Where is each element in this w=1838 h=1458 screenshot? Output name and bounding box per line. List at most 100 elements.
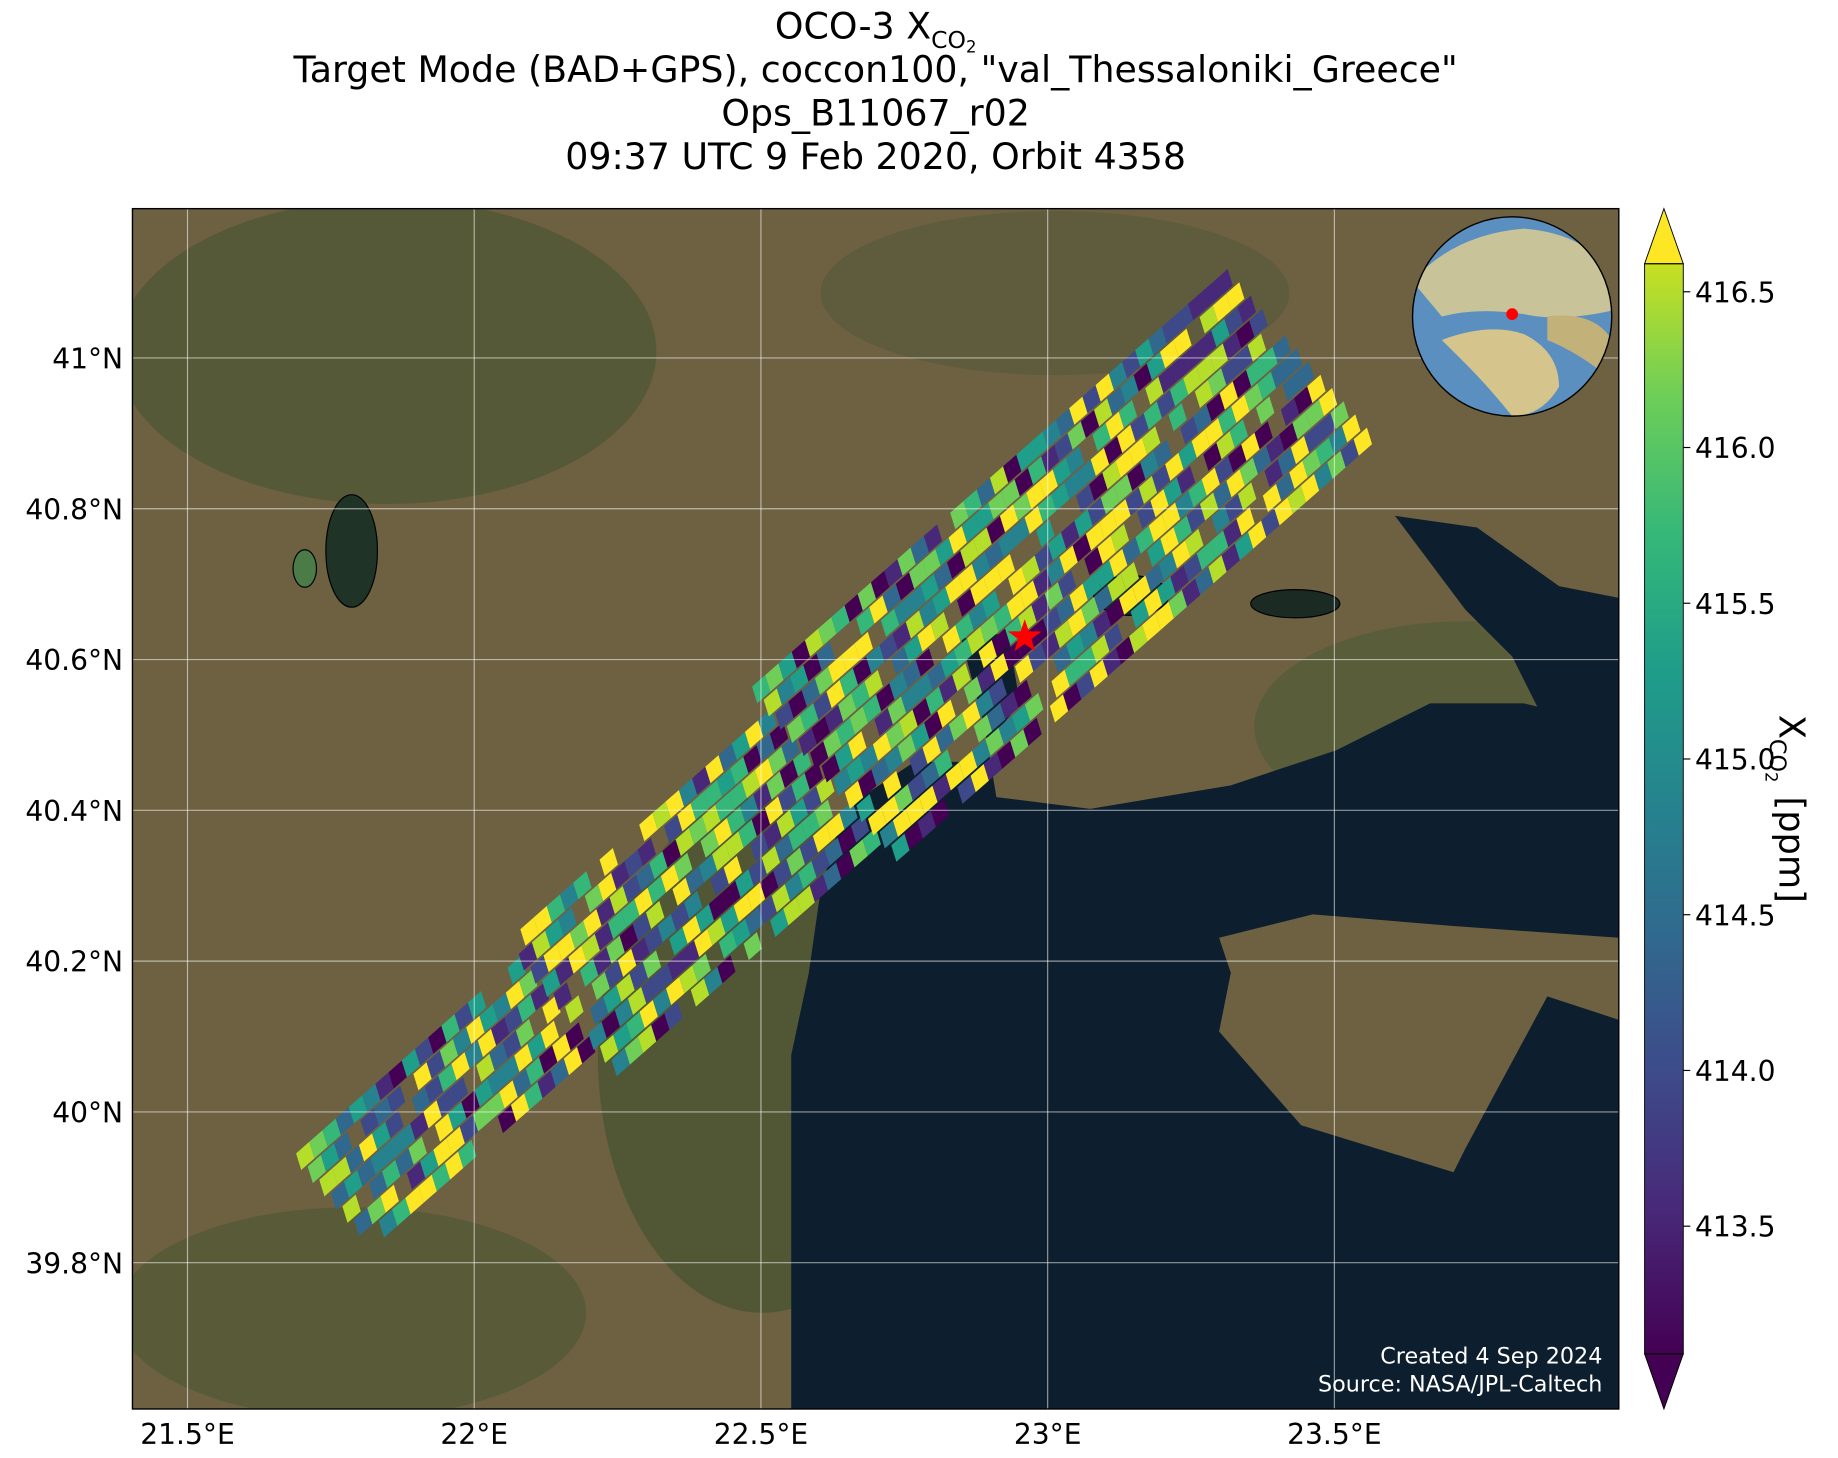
swath-cell xyxy=(1010,729,1029,758)
swath-cell xyxy=(1169,378,1189,407)
y-tick-label: 39.8°N xyxy=(25,1247,123,1280)
swath-cell xyxy=(824,704,844,733)
swath-cell xyxy=(504,1005,523,1034)
swath-cell xyxy=(1036,519,1055,548)
swath-cell xyxy=(897,547,916,576)
colorbar-tick-label: 416.0 xyxy=(1695,432,1776,465)
swath-cell xyxy=(1241,432,1260,461)
swath-cell xyxy=(1145,563,1164,592)
cb-label-unit: [ppm] xyxy=(1770,797,1811,903)
swath-cell xyxy=(344,1169,363,1198)
swath-cell xyxy=(912,698,931,727)
swath-cell xyxy=(870,570,890,599)
swath-cell xyxy=(520,917,539,946)
swath-cell xyxy=(487,1067,507,1096)
swath-cell xyxy=(862,827,881,856)
swath-cell xyxy=(879,633,898,662)
swath-cell xyxy=(975,689,994,718)
swath-cell xyxy=(1049,694,1069,723)
swath-cell xyxy=(962,701,981,730)
swath-cell xyxy=(1095,373,1114,402)
swath-cell xyxy=(654,963,673,992)
swath-cell xyxy=(790,665,809,694)
swath-cell xyxy=(1229,419,1249,448)
swath-cell xyxy=(486,1091,505,1121)
swath-cell xyxy=(510,1093,530,1122)
swath-cell xyxy=(1328,425,1348,455)
swath-cell xyxy=(624,849,643,878)
swath-cell xyxy=(887,696,907,725)
credit: Created 4 Sep 2024 xyxy=(1380,1343,1602,1369)
colorbar-frame xyxy=(1644,263,1684,1355)
swath-cell xyxy=(594,922,614,951)
swath-cell xyxy=(833,767,852,796)
swath-cell xyxy=(1001,479,1020,508)
swath-cell xyxy=(1054,433,1073,462)
y-tick-label: 40.8°N xyxy=(25,493,123,526)
swath-cell xyxy=(1266,434,1285,463)
swath-cell xyxy=(753,783,772,812)
swath-cell xyxy=(619,924,638,953)
swath-cell xyxy=(694,928,713,957)
swath-cell xyxy=(1084,547,1103,576)
swath-cell xyxy=(983,752,1003,781)
swath-cell xyxy=(844,780,864,809)
swath-cell xyxy=(451,1052,470,1081)
swath-cell xyxy=(466,1015,485,1044)
swath-cell xyxy=(948,712,968,741)
swath-cell xyxy=(1193,404,1212,433)
y-tick-label: 40.2°N xyxy=(25,946,123,979)
basemap xyxy=(132,208,1619,1409)
swath-cell xyxy=(639,1000,658,1029)
globe-land xyxy=(1412,228,1612,318)
swath-cell xyxy=(800,703,819,732)
swath-cell xyxy=(1209,530,1229,559)
swath-cell xyxy=(652,988,672,1017)
swath-cell xyxy=(373,1097,393,1126)
swath-cell xyxy=(1314,462,1333,491)
swath-cell xyxy=(332,1156,351,1185)
swath-cell xyxy=(641,975,660,1004)
swath-cell xyxy=(1292,411,1311,440)
swath-cell xyxy=(378,1209,398,1238)
swath-cell xyxy=(852,656,872,685)
swath-cell xyxy=(1153,439,1172,468)
swath-cell xyxy=(1079,621,1098,650)
swath-cell xyxy=(973,714,993,743)
swath-cell xyxy=(1077,646,1097,675)
swath-cell xyxy=(952,663,971,692)
swath-cell xyxy=(872,732,892,761)
swath-cell xyxy=(956,588,976,617)
globe-land xyxy=(1441,329,1560,417)
swath-cell xyxy=(958,750,978,779)
swath-cell xyxy=(871,757,890,786)
swath-cell xyxy=(970,764,989,793)
swath-cell xyxy=(1272,335,1291,364)
swath-cell xyxy=(414,1037,434,1066)
swath-cell xyxy=(644,925,663,954)
swath-cell xyxy=(1077,459,1096,488)
swath-cell xyxy=(385,1110,404,1139)
swath-cell xyxy=(1015,654,1034,683)
swath-cell xyxy=(792,748,812,777)
swath-cell xyxy=(910,722,930,751)
swath-cell xyxy=(1044,581,1064,611)
swath-cell xyxy=(989,466,1009,495)
swath-cell xyxy=(1150,489,1169,518)
swath-cell xyxy=(472,1103,492,1132)
swath-cell xyxy=(822,862,842,891)
swath-cell xyxy=(1222,331,1242,361)
swath-cell xyxy=(801,811,820,840)
swath-cell xyxy=(1237,482,1257,511)
swath-cell xyxy=(382,1159,401,1189)
swath-cell xyxy=(854,631,873,661)
swath-cell xyxy=(760,870,779,899)
swath-cell xyxy=(458,1139,477,1168)
swath-cell xyxy=(1066,633,1085,662)
swath-cell xyxy=(459,1114,479,1144)
swath-cell xyxy=(1176,465,1196,495)
swath-cell xyxy=(454,1002,473,1031)
swath-cell xyxy=(362,1083,381,1112)
swath-cell xyxy=(634,887,653,916)
swath-cell xyxy=(1156,389,1176,419)
